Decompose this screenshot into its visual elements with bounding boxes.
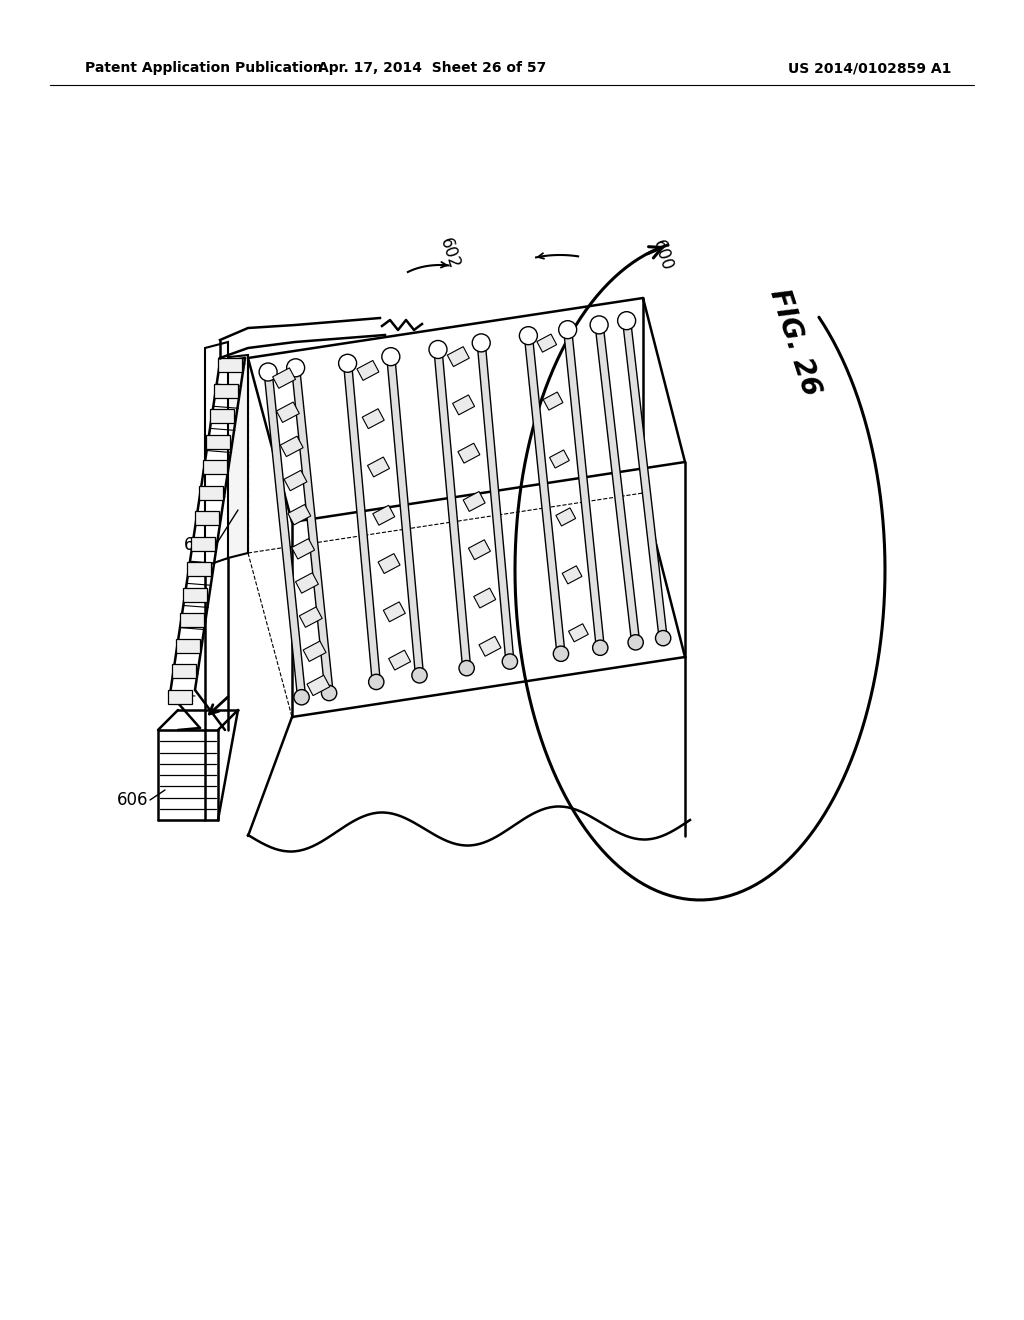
- Polygon shape: [357, 360, 379, 380]
- Polygon shape: [474, 587, 496, 609]
- Circle shape: [617, 312, 636, 330]
- Circle shape: [287, 359, 304, 376]
- Circle shape: [593, 640, 608, 656]
- Polygon shape: [303, 642, 326, 661]
- Polygon shape: [292, 539, 314, 560]
- Polygon shape: [220, 355, 248, 560]
- Text: 604: 604: [183, 536, 215, 554]
- Circle shape: [553, 645, 568, 661]
- Polygon shape: [458, 444, 480, 463]
- Circle shape: [628, 635, 643, 649]
- Circle shape: [412, 668, 427, 682]
- Polygon shape: [205, 342, 228, 566]
- Circle shape: [590, 315, 608, 334]
- Polygon shape: [296, 573, 318, 593]
- Polygon shape: [387, 356, 424, 676]
- Polygon shape: [284, 470, 307, 491]
- Polygon shape: [447, 347, 469, 367]
- Polygon shape: [543, 392, 563, 411]
- Circle shape: [339, 354, 356, 372]
- Circle shape: [429, 341, 447, 359]
- Polygon shape: [281, 436, 303, 457]
- Text: FIG. 26: FIG. 26: [765, 285, 825, 399]
- FancyBboxPatch shape: [191, 537, 215, 550]
- FancyBboxPatch shape: [199, 486, 223, 500]
- Circle shape: [322, 685, 337, 701]
- Circle shape: [519, 326, 538, 345]
- Text: Patent Application Publication: Patent Application Publication: [85, 61, 323, 75]
- Text: US 2014/0102859 A1: US 2014/0102859 A1: [788, 61, 951, 75]
- FancyBboxPatch shape: [172, 664, 196, 678]
- Polygon shape: [388, 651, 411, 671]
- FancyBboxPatch shape: [187, 562, 211, 577]
- FancyBboxPatch shape: [218, 358, 242, 372]
- FancyBboxPatch shape: [183, 587, 208, 602]
- FancyBboxPatch shape: [176, 639, 200, 653]
- Polygon shape: [288, 504, 310, 525]
- Polygon shape: [479, 636, 501, 656]
- FancyBboxPatch shape: [195, 511, 219, 525]
- Polygon shape: [463, 491, 485, 511]
- Polygon shape: [595, 325, 640, 643]
- Circle shape: [472, 334, 490, 352]
- Polygon shape: [537, 334, 557, 352]
- Polygon shape: [373, 506, 395, 525]
- Circle shape: [655, 631, 671, 645]
- Text: 600: 600: [648, 238, 676, 273]
- Text: 606: 606: [117, 791, 148, 809]
- Polygon shape: [276, 403, 299, 422]
- Circle shape: [382, 347, 399, 366]
- Circle shape: [502, 653, 517, 669]
- Polygon shape: [556, 508, 575, 525]
- Circle shape: [369, 675, 384, 689]
- FancyBboxPatch shape: [179, 614, 204, 627]
- Polygon shape: [477, 342, 514, 661]
- Polygon shape: [434, 348, 471, 668]
- Polygon shape: [307, 676, 330, 696]
- FancyBboxPatch shape: [168, 690, 193, 704]
- Polygon shape: [264, 372, 305, 698]
- Polygon shape: [563, 329, 604, 648]
- Polygon shape: [383, 602, 406, 622]
- Polygon shape: [272, 368, 296, 388]
- Polygon shape: [524, 335, 565, 655]
- Polygon shape: [623, 321, 668, 639]
- Polygon shape: [550, 450, 569, 469]
- Circle shape: [559, 321, 577, 339]
- Polygon shape: [568, 624, 589, 642]
- Circle shape: [459, 660, 474, 676]
- FancyBboxPatch shape: [214, 384, 239, 397]
- Polygon shape: [292, 367, 333, 693]
- Polygon shape: [362, 409, 384, 429]
- Circle shape: [294, 689, 309, 705]
- FancyBboxPatch shape: [203, 461, 226, 474]
- Polygon shape: [344, 363, 380, 682]
- FancyBboxPatch shape: [210, 409, 234, 424]
- Polygon shape: [378, 553, 400, 573]
- Polygon shape: [562, 566, 582, 583]
- Polygon shape: [368, 457, 389, 477]
- Text: Apr. 17, 2014  Sheet 26 of 57: Apr. 17, 2014 Sheet 26 of 57: [317, 61, 546, 75]
- Polygon shape: [299, 607, 323, 627]
- Circle shape: [259, 363, 278, 381]
- FancyBboxPatch shape: [207, 434, 230, 449]
- Polygon shape: [453, 395, 474, 414]
- Text: 602: 602: [436, 235, 464, 271]
- Polygon shape: [468, 540, 490, 560]
